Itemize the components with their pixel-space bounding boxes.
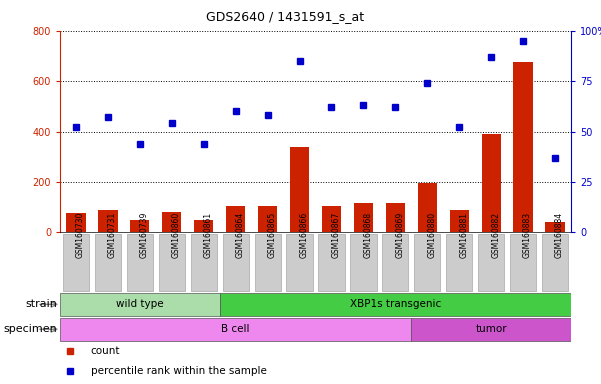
Bar <box>290 147 309 232</box>
Text: GSM160730: GSM160730 <box>76 212 85 258</box>
Bar <box>450 210 469 232</box>
FancyBboxPatch shape <box>95 233 121 291</box>
FancyBboxPatch shape <box>255 233 281 291</box>
Bar <box>418 183 437 232</box>
Text: wild type: wild type <box>116 299 163 310</box>
FancyBboxPatch shape <box>382 233 409 291</box>
FancyBboxPatch shape <box>220 293 571 316</box>
Text: GSM160884: GSM160884 <box>555 212 564 258</box>
Bar <box>226 206 245 232</box>
FancyBboxPatch shape <box>350 233 376 291</box>
FancyBboxPatch shape <box>542 233 568 291</box>
Text: GSM160860: GSM160860 <box>172 212 181 258</box>
Text: GSM160880: GSM160880 <box>427 212 436 258</box>
FancyBboxPatch shape <box>60 318 411 341</box>
FancyBboxPatch shape <box>60 293 220 316</box>
Text: percentile rank within the sample: percentile rank within the sample <box>91 366 267 376</box>
Bar <box>322 206 341 232</box>
Text: GSM160865: GSM160865 <box>267 212 276 258</box>
Text: GSM160882: GSM160882 <box>491 212 500 258</box>
Bar <box>194 220 213 232</box>
Text: strain: strain <box>25 299 57 310</box>
FancyBboxPatch shape <box>319 233 344 291</box>
FancyBboxPatch shape <box>510 233 536 291</box>
FancyBboxPatch shape <box>446 233 472 291</box>
Text: GSM160881: GSM160881 <box>459 212 468 258</box>
Text: GSM160861: GSM160861 <box>204 212 213 258</box>
Bar <box>130 220 150 232</box>
Text: GSM160731: GSM160731 <box>108 212 117 258</box>
Text: B cell: B cell <box>221 324 250 334</box>
Text: GSM160864: GSM160864 <box>236 212 245 258</box>
Bar <box>545 222 564 232</box>
Bar <box>513 62 532 232</box>
FancyBboxPatch shape <box>414 233 441 291</box>
Bar <box>481 134 501 232</box>
Text: specimen: specimen <box>4 324 57 334</box>
Text: GSM160883: GSM160883 <box>523 212 532 258</box>
FancyBboxPatch shape <box>159 233 185 291</box>
Text: GSM160739: GSM160739 <box>140 212 149 258</box>
FancyBboxPatch shape <box>287 233 313 291</box>
FancyBboxPatch shape <box>191 233 217 291</box>
Text: GDS2640 / 1431591_s_at: GDS2640 / 1431591_s_at <box>206 10 365 23</box>
FancyBboxPatch shape <box>478 233 504 291</box>
FancyBboxPatch shape <box>63 233 89 291</box>
FancyBboxPatch shape <box>127 233 153 291</box>
Bar <box>67 214 86 232</box>
FancyBboxPatch shape <box>411 318 571 341</box>
Bar <box>354 204 373 232</box>
Bar <box>386 204 405 232</box>
Bar <box>99 210 118 232</box>
Text: GSM160868: GSM160868 <box>364 212 373 258</box>
Text: GSM160867: GSM160867 <box>332 212 341 258</box>
Text: GSM160869: GSM160869 <box>395 212 404 258</box>
Text: GSM160866: GSM160866 <box>299 212 308 258</box>
Bar <box>162 212 182 232</box>
Text: count: count <box>91 346 120 356</box>
Text: tumor: tumor <box>475 324 507 334</box>
Text: XBP1s transgenic: XBP1s transgenic <box>350 299 441 310</box>
Bar <box>258 206 277 232</box>
FancyBboxPatch shape <box>222 233 249 291</box>
